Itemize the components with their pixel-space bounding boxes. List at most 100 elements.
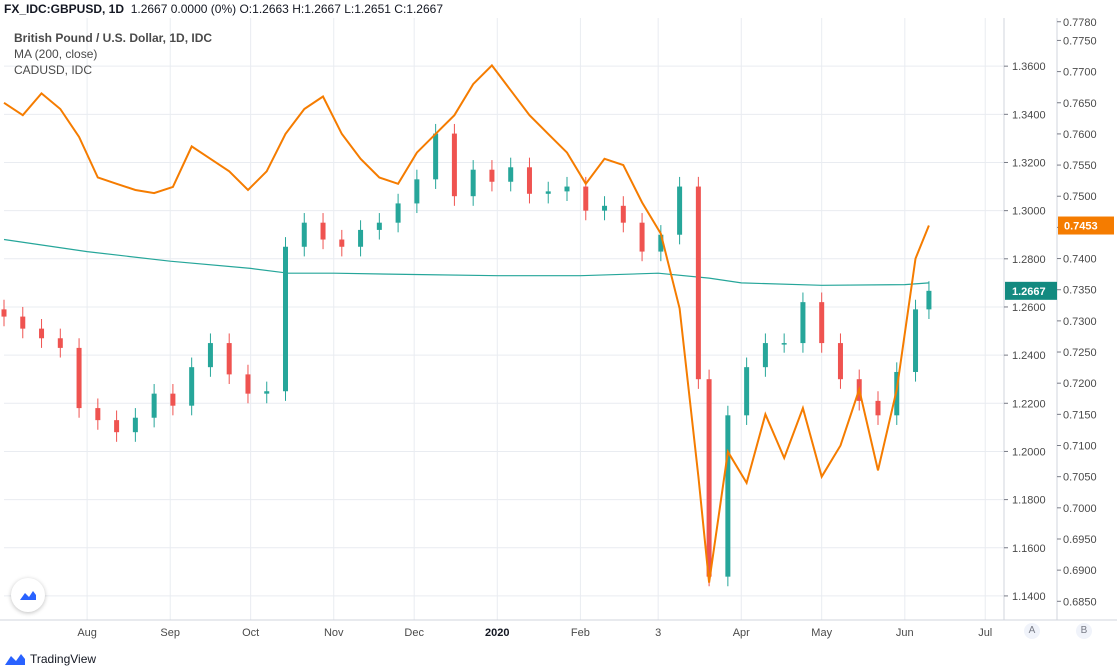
cad-tick-label: 0.6900 [1063, 565, 1097, 577]
candle-body [132, 417, 138, 433]
candle-body [245, 374, 251, 394]
gbp-tick-label: 1.3400 [1012, 109, 1046, 121]
brand-name[interactable]: TradingView [30, 652, 97, 666]
gbp-tick-label: 1.3200 [1012, 157, 1046, 169]
candle-body [114, 420, 120, 433]
candle-body [695, 186, 701, 380]
candle-body [339, 239, 345, 247]
cad-tick-label: 0.7350 [1063, 285, 1097, 297]
candle-body [620, 205, 626, 223]
cad-tick-label: 0.7000 [1063, 503, 1097, 515]
time-axis[interactable]: Aug Sep Oct Nov Dec 2020 Feb 3 Apr May Jun Jul [77, 627, 992, 639]
cad-tick-label: 0.6950 [1063, 534, 1097, 546]
gbp-tick-label: 1.2400 [1012, 350, 1046, 362]
cad-last-badge [1058, 216, 1114, 235]
candle-body [170, 393, 176, 406]
quote-change: 1.2667 0.0000 (0%) [130, 2, 237, 16]
candle-body [264, 391, 270, 394]
candle-body [926, 290, 932, 310]
symbol-name[interactable]: FX_IDC:GBPUSD, 1D [4, 2, 125, 16]
cad-tick-label: 0.7700 [1063, 67, 1097, 79]
cad-last-value: 0.7453 [1064, 221, 1098, 233]
candle-body [800, 302, 806, 344]
candle-body [151, 393, 157, 418]
cadusd-line [3, 63, 930, 583]
cad-tick-label: 0.7500 [1063, 191, 1097, 203]
gbpusd-candles [1, 123, 932, 587]
open-value: 1.2663 [252, 2, 289, 16]
candle-body [376, 222, 382, 230]
x-tick-label: 2020 [485, 627, 509, 639]
x-tick-label: Sep [160, 627, 180, 639]
x-tick-label: Oct [242, 627, 259, 639]
legend-title[interactable]: British Pound / U.S. Dollar, 1D, IDC [14, 31, 213, 45]
chart-canvas[interactable]: 1.3600 1.3400 1.3200 1.3000 1.2800 1.2600 1.24… [0, 18, 1117, 646]
x-tick-label: Jul [978, 627, 992, 639]
low-value: 1.2651 [354, 2, 391, 16]
cad-tick-label: 0.6850 [1063, 596, 1097, 608]
candle-body [189, 367, 195, 406]
cad-tick-label: 0.7600 [1063, 129, 1097, 141]
cad-tick-label: 0.7780 [1063, 18, 1097, 29]
gbp-tick-label: 1.3600 [1012, 61, 1046, 73]
candle-body [762, 343, 768, 368]
candle-body [301, 222, 307, 247]
candle-body [706, 379, 712, 577]
x-tick-label: 3 [655, 627, 661, 639]
x-tick-label: Jun [896, 627, 914, 639]
x-tick-label: May [811, 627, 832, 639]
candle-body [1, 309, 7, 317]
gbp-last-badge [1005, 281, 1057, 300]
ma-200-path [3, 238, 929, 286]
cad-tick-label: 0.7550 [1063, 160, 1097, 172]
candle-body [395, 203, 401, 223]
candle-body [470, 169, 476, 197]
ma-200-line [3, 238, 929, 286]
candle-body [207, 343, 213, 368]
legend-ma[interactable]: MA (200, close) [14, 47, 98, 61]
candle-body [837, 343, 843, 380]
candle-body [875, 400, 881, 416]
symbol-header: FX_IDC:GBPUSD, 1D 1.2667 0.0000 (0%) O:1… [4, 2, 443, 16]
legend-overlay[interactable]: CADUSD, IDC [14, 63, 93, 77]
gbp-tick-label: 1.2800 [1012, 254, 1046, 266]
candle-body [226, 343, 232, 375]
high-value: 1.2667 [304, 2, 341, 16]
candle-body [489, 169, 495, 182]
candle-body [658, 234, 664, 252]
x-tick-label: Feb [571, 627, 590, 639]
candle-body [564, 186, 570, 192]
candle-body [781, 343, 787, 345]
auto-scale-button[interactable]: A [1024, 623, 1040, 639]
cad-tick-label: 0.7300 [1063, 316, 1097, 328]
candle-body [57, 338, 63, 348]
chart-legend: British Pound / U.S. Dollar, 1D, IDC MA … [14, 30, 212, 78]
candle-body [39, 328, 45, 339]
candle-body [639, 222, 645, 252]
high-label: H: [292, 2, 305, 16]
cad-tick-label: 0.7750 [1063, 35, 1097, 47]
x-tick-label: Aug [77, 627, 97, 639]
candle-body [819, 302, 825, 344]
cad-tick-label: 0.7100 [1063, 441, 1097, 453]
cadusd-path [3, 63, 930, 583]
candle-body [583, 186, 589, 211]
candle-body [320, 222, 326, 240]
candle-body [358, 229, 364, 247]
candle-body [76, 347, 82, 409]
log-scale-button[interactable]: B [1076, 623, 1092, 639]
candle-body [414, 179, 420, 204]
gbp-tick-label: 1.2600 [1012, 302, 1046, 314]
tradingview-cloud-icon [20, 591, 36, 600]
x-tick-label: Nov [324, 627, 344, 639]
low-label: L: [344, 2, 355, 16]
price-axes[interactable]: 1.3600 1.3400 1.3200 1.3000 1.2800 1.2600 1.24… [0, 18, 1117, 621]
footer: TradingView [4, 652, 96, 666]
x-tick-label: Dec [404, 627, 424, 639]
gbp-tick-label: 1.2200 [1012, 398, 1046, 410]
cad-tick-label: 0.7050 [1063, 472, 1097, 484]
tradingview-logo-button[interactable] [11, 578, 45, 612]
close-label: C: [394, 2, 407, 16]
gbp-last-value: 1.2667 [1012, 286, 1046, 298]
cad-tick-label: 0.7150 [1063, 409, 1097, 421]
